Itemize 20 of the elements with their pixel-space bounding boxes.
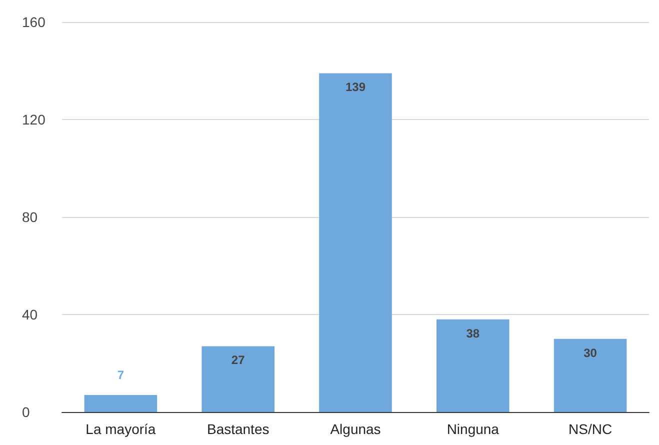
y-tick-label: 80 xyxy=(22,209,38,225)
x-tick-label: La mayoría xyxy=(86,421,156,437)
data-label: 7 xyxy=(117,368,124,382)
y-tick-label: 40 xyxy=(22,306,38,322)
bar xyxy=(84,394,158,412)
x-tick-label: Ninguna xyxy=(446,421,500,437)
y-tick-label: 120 xyxy=(22,112,46,128)
bar xyxy=(319,73,392,412)
x-tick-label: NS/NC xyxy=(568,421,612,437)
data-label: 30 xyxy=(584,346,598,360)
y-tick-label: 160 xyxy=(22,14,46,30)
x-tick-label: Algunas xyxy=(330,421,381,437)
data-label: 38 xyxy=(466,326,480,340)
data-label: 27 xyxy=(231,353,246,368)
y-tick-label: 0 xyxy=(22,404,30,420)
bar xyxy=(554,338,627,412)
data-label: 139 xyxy=(345,80,366,94)
bar xyxy=(202,346,274,412)
bar xyxy=(436,319,510,412)
x-tick-label: Bastantes xyxy=(206,421,270,437)
